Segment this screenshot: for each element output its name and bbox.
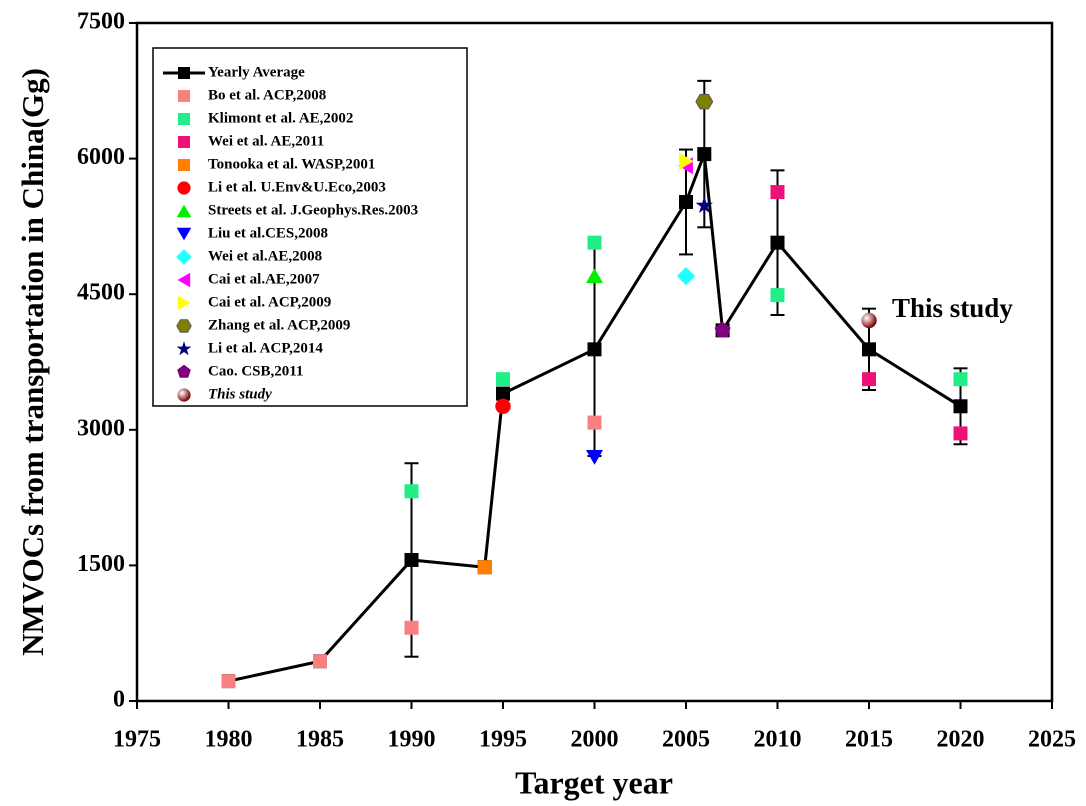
legend-marker bbox=[177, 388, 191, 402]
series-line bbox=[228, 153, 962, 683]
y-tick-label: 6000 bbox=[77, 144, 125, 170]
marker bbox=[586, 450, 603, 465]
marker bbox=[495, 398, 511, 414]
x-axis-label: Target year bbox=[515, 764, 673, 800]
legend-label: Streets et al. J.Geophys.Res.2003 bbox=[208, 202, 418, 218]
x-tick-label: 1990 bbox=[388, 727, 436, 753]
marker bbox=[404, 552, 419, 567]
legend-marker bbox=[177, 295, 191, 311]
legend-marker bbox=[178, 90, 190, 102]
marker bbox=[679, 194, 693, 209]
x-tick-label: 1980 bbox=[205, 727, 253, 753]
marker bbox=[587, 342, 602, 357]
y-tick-label: 3000 bbox=[77, 415, 125, 441]
legend-marker bbox=[176, 319, 192, 333]
legend-marker bbox=[178, 136, 190, 148]
legend-label: Cao. CSB,2011 bbox=[208, 363, 303, 379]
marker bbox=[587, 415, 602, 430]
marker bbox=[313, 654, 327, 669]
legend-label: Wei et al.AE,2008 bbox=[208, 248, 322, 264]
marker bbox=[679, 152, 694, 170]
legend-marker bbox=[177, 364, 191, 378]
y-tick-label: 4500 bbox=[77, 280, 125, 306]
legend-marker bbox=[177, 181, 191, 195]
y-tick-label: 7500 bbox=[77, 9, 125, 35]
legend-label: This study bbox=[208, 386, 272, 402]
annotation: This study bbox=[892, 293, 1013, 323]
y-axis-label: NMVOCs from transportation in China(Gg) bbox=[15, 68, 50, 656]
marker bbox=[695, 93, 714, 110]
marker bbox=[587, 235, 602, 250]
legend-marker bbox=[178, 159, 190, 171]
legend-label: Li et al. ACP,2014 bbox=[208, 340, 323, 356]
x-tick-label: 2025 bbox=[1028, 727, 1076, 753]
legend-label: Li et al. U.Env&U.Eco,2003 bbox=[208, 179, 386, 195]
marker bbox=[861, 312, 877, 329]
marker bbox=[404, 484, 419, 499]
marker bbox=[862, 372, 876, 387]
x-tick-label: 1985 bbox=[296, 727, 344, 753]
legend-label: Yearly Average bbox=[208, 64, 305, 80]
x-tick-label: 2015 bbox=[845, 727, 893, 753]
x-tick-label: 2010 bbox=[754, 727, 802, 753]
legend-marker bbox=[178, 113, 190, 125]
x-tick-label: 1995 bbox=[479, 727, 527, 753]
marker bbox=[695, 196, 713, 213]
x-tick-label: 2000 bbox=[571, 727, 619, 753]
legend-label: Zhang et al. ACP,2009 bbox=[208, 317, 350, 333]
legend-label: Wei et al. AE,2011 bbox=[208, 133, 324, 149]
marker bbox=[714, 322, 731, 338]
legend-marker bbox=[177, 272, 191, 288]
marker bbox=[770, 185, 785, 200]
marker bbox=[496, 386, 510, 401]
legend-box bbox=[152, 47, 468, 407]
marker bbox=[404, 620, 419, 635]
marker bbox=[953, 426, 968, 441]
marker bbox=[770, 235, 785, 250]
marker bbox=[477, 560, 492, 575]
marker bbox=[496, 372, 510, 387]
y-tick-label: 1500 bbox=[77, 551, 125, 577]
y-tick-label: 0 bbox=[113, 687, 125, 713]
legend-label: Cai et al. ACP,2009 bbox=[208, 294, 331, 310]
legend-label: Cai et al.AE,2007 bbox=[208, 271, 320, 287]
legend-marker bbox=[176, 249, 192, 265]
marker bbox=[770, 288, 785, 303]
legend-label: Klimont et al. AE,2002 bbox=[208, 110, 353, 126]
legend-marker bbox=[176, 341, 192, 356]
legend-label: Liu et al.CES,2008 bbox=[208, 225, 328, 241]
x-tick-label: 2005 bbox=[662, 727, 710, 753]
marker bbox=[953, 372, 968, 387]
marker bbox=[697, 147, 712, 162]
legend-label: Bo et al. ACP,2008 bbox=[208, 87, 326, 103]
marker bbox=[676, 267, 696, 286]
legend-marker bbox=[176, 227, 192, 241]
legend-marker bbox=[178, 67, 190, 79]
marker bbox=[221, 674, 236, 689]
x-tick-label: 2020 bbox=[937, 727, 985, 753]
legend-label: Tonooka et al. WASP,2001 bbox=[208, 156, 375, 172]
legend-marker bbox=[176, 204, 192, 218]
marker bbox=[586, 268, 603, 283]
x-tick-label: 1975 bbox=[113, 727, 161, 753]
marker bbox=[953, 399, 968, 414]
marker bbox=[862, 342, 876, 357]
